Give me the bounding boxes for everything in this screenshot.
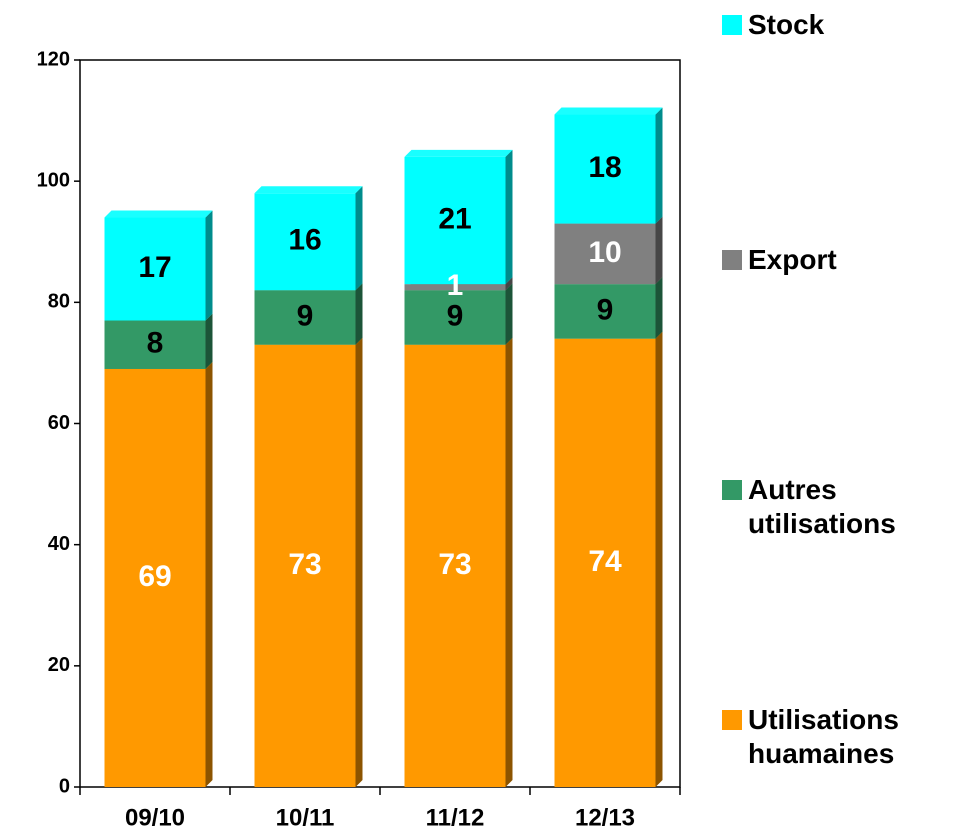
bar-segment bbox=[104, 320, 206, 369]
legend-item: Utilisations huamaines bbox=[722, 703, 952, 771]
bar-segment bbox=[554, 338, 656, 787]
bar-segment bbox=[404, 344, 506, 787]
bar-segment bbox=[554, 284, 656, 339]
legend-label: Stock bbox=[748, 9, 825, 40]
data-label: 9 bbox=[297, 299, 314, 332]
bar-top bbox=[554, 107, 663, 115]
bar-side-shade bbox=[355, 337, 363, 787]
bar-side-shade bbox=[355, 186, 363, 291]
bar-side-shade bbox=[505, 149, 513, 285]
x-tick-label: 12/13 bbox=[575, 804, 635, 831]
bar-side bbox=[655, 331, 663, 787]
bar-side-shade bbox=[205, 361, 213, 787]
bar-side bbox=[355, 283, 363, 345]
bar-side-shade bbox=[205, 210, 213, 321]
bar-side bbox=[205, 210, 213, 321]
data-label: 16 bbox=[288, 224, 321, 257]
bar-side-shade bbox=[655, 107, 663, 224]
bar-segment bbox=[104, 368, 206, 787]
x-tick-label: 11/12 bbox=[426, 804, 485, 831]
bar-segment bbox=[554, 223, 656, 285]
y-tick-label: 120 bbox=[37, 48, 70, 70]
bar-segment bbox=[254, 290, 356, 345]
legend-swatch bbox=[722, 710, 742, 730]
bar-side bbox=[655, 107, 663, 224]
legend-label: Export bbox=[748, 244, 837, 275]
legend-label: Autres utilisations bbox=[748, 474, 896, 539]
bar-side-shade bbox=[505, 337, 513, 787]
bar-side bbox=[655, 277, 663, 339]
bar-segment bbox=[404, 156, 506, 285]
bar-side-shade bbox=[655, 331, 663, 787]
data-label: 10 bbox=[588, 236, 621, 269]
data-label: 73 bbox=[438, 548, 471, 581]
bar-side bbox=[355, 186, 363, 291]
data-label: 9 bbox=[597, 293, 614, 326]
legend-item: Stock bbox=[722, 8, 952, 42]
bar-side-shade bbox=[505, 283, 513, 345]
bar-side bbox=[655, 216, 663, 285]
y-tick-label: 20 bbox=[48, 654, 70, 676]
data-label: 69 bbox=[138, 560, 171, 593]
bar-side bbox=[505, 149, 513, 285]
legend-swatch bbox=[722, 480, 742, 500]
data-label: 8 bbox=[147, 327, 164, 360]
data-label: 18 bbox=[588, 151, 621, 184]
bar-top bbox=[404, 149, 513, 157]
x-tick-label: 09/10 bbox=[125, 804, 185, 831]
bar-side-shade bbox=[655, 277, 663, 339]
bar-segment bbox=[254, 344, 356, 787]
data-label: 9 bbox=[447, 299, 464, 332]
bar-side bbox=[355, 337, 363, 787]
bar-segment bbox=[404, 290, 506, 345]
bar-side-shade bbox=[355, 283, 363, 345]
bar-top bbox=[104, 210, 213, 218]
x-tick-label: 10/11 bbox=[276, 804, 335, 831]
bar-segment bbox=[104, 217, 206, 321]
legend-swatch bbox=[722, 250, 742, 270]
y-tick-label: 0 bbox=[59, 775, 70, 797]
y-tick-label: 80 bbox=[48, 291, 70, 313]
legend-label: Utilisations huamaines bbox=[748, 704, 899, 769]
data-label: 21 bbox=[438, 202, 471, 235]
y-tick-label: 60 bbox=[48, 412, 70, 434]
legend-item: Autres utilisations bbox=[722, 473, 952, 541]
data-label: 74 bbox=[588, 545, 622, 578]
data-label: 17 bbox=[138, 251, 171, 284]
bar-side-shade bbox=[205, 313, 213, 369]
bar-segment bbox=[554, 114, 656, 224]
bar-segment bbox=[254, 193, 356, 291]
bar-side bbox=[505, 337, 513, 787]
bar-top bbox=[254, 186, 363, 194]
y-tick-label: 40 bbox=[48, 533, 70, 555]
bar-side bbox=[205, 313, 213, 369]
bar-side-shade bbox=[655, 216, 663, 285]
bar-side bbox=[505, 283, 513, 345]
y-tick-label: 100 bbox=[37, 169, 70, 191]
bar-segment bbox=[404, 284, 506, 291]
data-label: 1 bbox=[447, 269, 464, 302]
bar-side bbox=[205, 361, 213, 787]
legend-swatch bbox=[722, 15, 742, 35]
bar-side-shade bbox=[505, 277, 513, 291]
legend-item: Export bbox=[722, 243, 952, 277]
data-label: 73 bbox=[288, 548, 321, 581]
bar-side bbox=[505, 277, 513, 291]
